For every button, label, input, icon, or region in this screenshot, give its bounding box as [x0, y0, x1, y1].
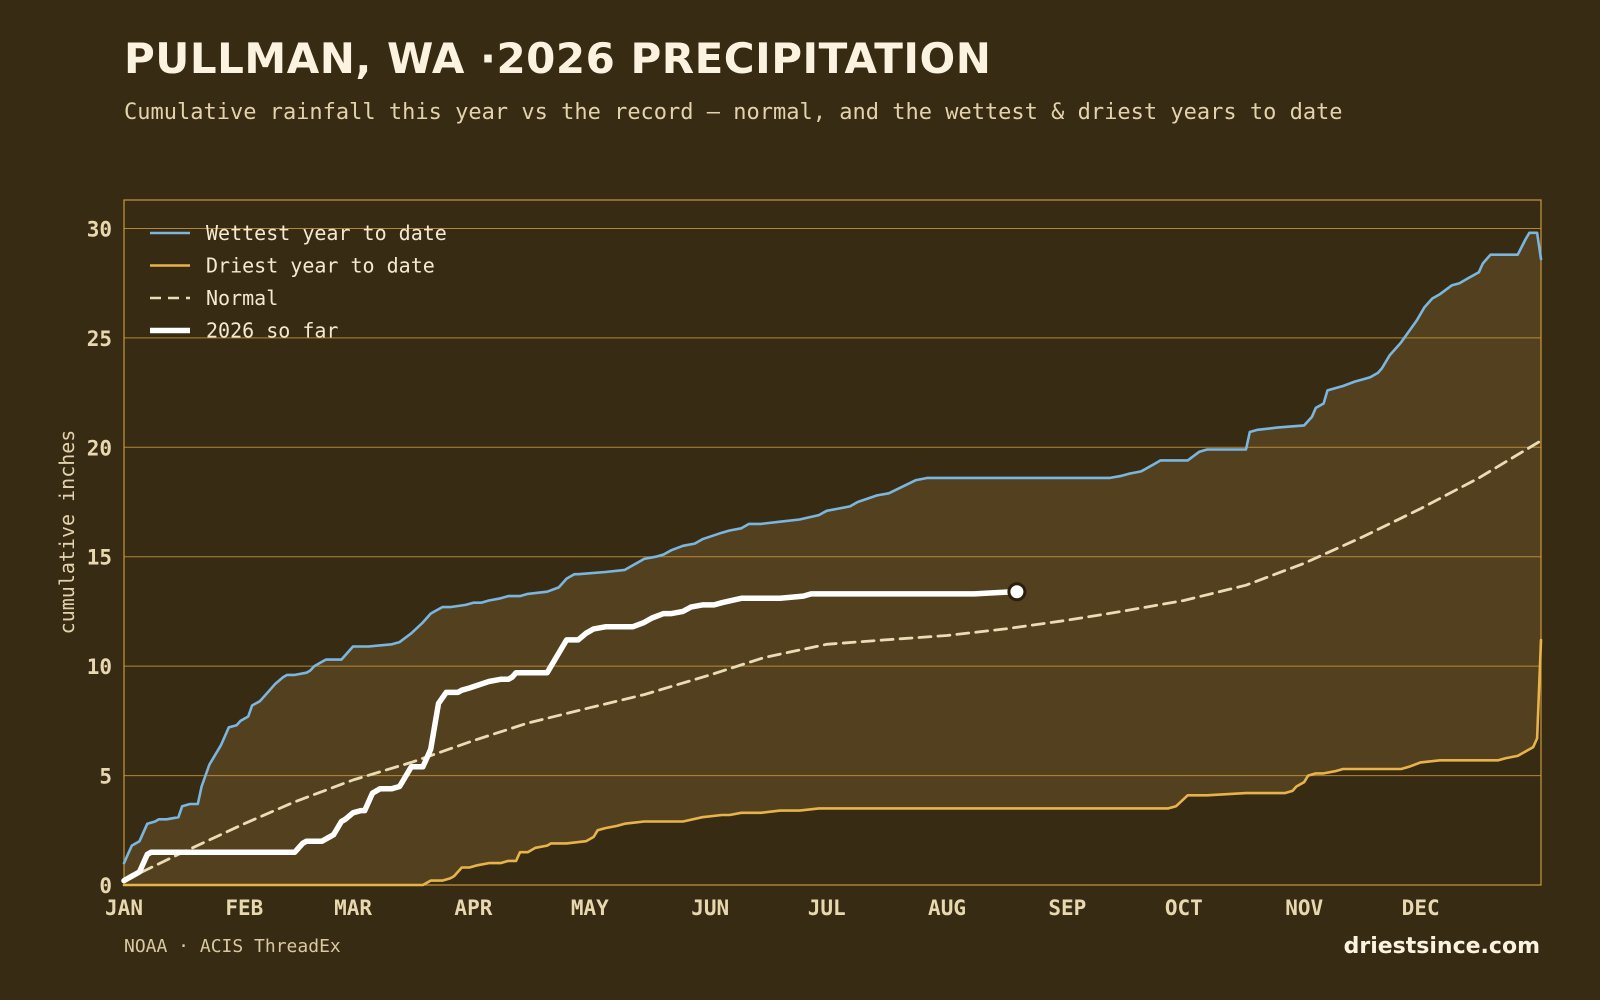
- chart-title: PULLMAN, WA ·2026 PRECIPITATION: [124, 34, 992, 83]
- source-credit: NOAA · ACIS ThreadEx: [124, 936, 341, 957]
- wettest-year-to-date-line: [122, 231, 1543, 865]
- x-tick-label: JAN: [105, 896, 143, 920]
- driest-year-to-date-line: [122, 638, 1543, 887]
- 2026-so-far-line: [121, 588, 1020, 884]
- axes: 0 5 10 15 20 25 30 JAN FEB MAR APR MAY JUN JUL AUG SEP O…: [87, 217, 1440, 920]
- y-tick-label: 20: [87, 436, 112, 460]
- grid-lines: [123, 199, 1542, 886]
- wet-dry-band: [124, 232, 1541, 886]
- y-tick-label: 25: [87, 327, 112, 351]
- x-tick-label: DEC: [1402, 896, 1440, 920]
- x-tick-label: MAR: [334, 896, 372, 920]
- legend-label: 2026 so far: [206, 319, 338, 343]
- range-band: [124, 232, 1541, 886]
- x-tick-label: AUG: [928, 896, 966, 920]
- y-tick-label: 0: [99, 874, 112, 898]
- x-tick-label: NOV: [1285, 896, 1323, 920]
- x-tick-label: OCT: [1165, 896, 1203, 920]
- x-tick-label: JUN: [691, 896, 729, 920]
- y-tick-label: 15: [87, 546, 112, 570]
- x-tick-label: JUL: [808, 896, 846, 920]
- x-tick-label: FEB: [225, 896, 263, 920]
- x-tick-label: MAY: [571, 896, 609, 920]
- legend-label: Driest year to date: [206, 254, 435, 278]
- chart-subtitle: Cumulative rainfall this year vs the rec…: [124, 100, 1343, 125]
- y-tick-label: 10: [87, 655, 112, 679]
- x-tick-label: SEP: [1048, 896, 1086, 920]
- y-tick-label: 5: [99, 765, 112, 789]
- current-value-marker: [1007, 582, 1027, 602]
- y-axis-label: cumulative inches: [55, 430, 79, 635]
- legend-label: Wettest year to date: [206, 221, 447, 245]
- normal-line: [122, 439, 1543, 882]
- legend-label: Normal: [206, 286, 278, 310]
- series-lines: [121, 231, 1543, 887]
- brand-link[interactable]: driestsince.com: [1343, 934, 1540, 959]
- legend: Wettest year to date Driest year to date N…: [150, 221, 447, 343]
- plot-frame: [123, 199, 1542, 886]
- y-tick-label: 30: [87, 217, 112, 241]
- x-tick-label: APR: [454, 896, 492, 920]
